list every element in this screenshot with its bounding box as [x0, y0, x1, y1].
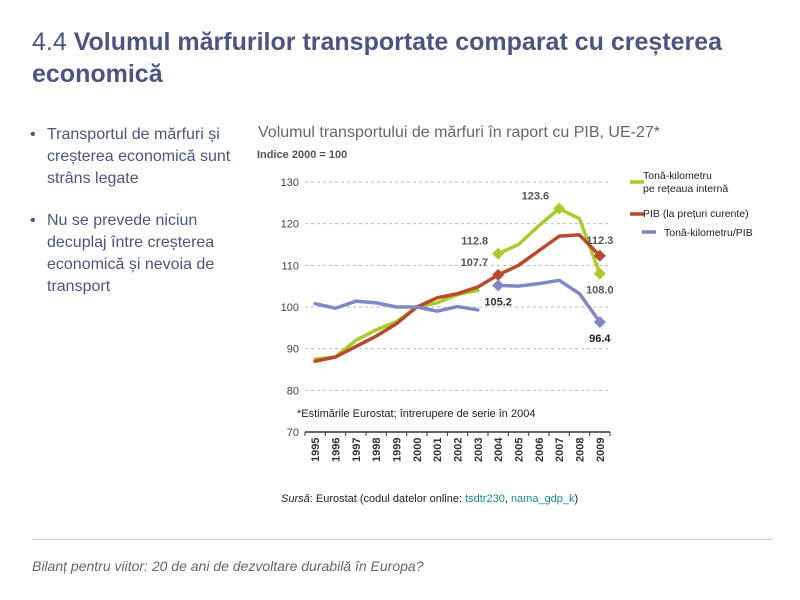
bullet-list: Transportul de mărfuri și creșterea econ…: [30, 124, 260, 318]
bullet-item: Nu se prevede niciun decuplaj între creș…: [30, 210, 260, 298]
data-point-marker: [553, 202, 566, 215]
slide-number: 4.4: [32, 28, 67, 56]
series-line: [313, 299, 480, 313]
legend-label: Tonă-kilometru/PIB: [664, 227, 753, 239]
y-tick-label: 90: [287, 344, 299, 356]
slide-title-text: Volumul mărfurilor transportate comparat…: [32, 28, 723, 88]
x-tick-label: 1995: [310, 438, 322, 462]
y-tick-label: 110: [281, 260, 299, 272]
source-text: : Eurostat (codul datelor online:: [309, 493, 466, 505]
x-tick-label: 2006: [534, 438, 546, 462]
y-tick-label: 70: [287, 427, 299, 439]
data-point-marker: [492, 247, 505, 260]
bullet-item: Transportul de mărfuri și creșterea econ…: [30, 124, 260, 190]
data-label: 107.7: [461, 257, 489, 269]
x-tick-label: 2009: [595, 438, 607, 462]
series-line: [313, 233, 602, 363]
data-point-marker: [593, 267, 606, 280]
chart-title: Volumul transportului de mărfuri în rapo…: [258, 124, 660, 141]
legend-label: pe rețeaua internă: [643, 183, 728, 195]
x-tick-label: 1999: [392, 438, 404, 462]
x-tick-label: 1997: [351, 438, 363, 462]
data-label: 112.3: [586, 235, 613, 247]
x-tick-label: 1996: [331, 438, 343, 462]
x-tick-label: 2008: [575, 438, 587, 462]
x-tick-label: 2003: [473, 438, 485, 462]
x-tick-label: 2007: [554, 438, 566, 462]
y-tick-label: 130: [281, 177, 299, 189]
data-label: 123.6: [522, 191, 550, 203]
legend-label: PIB (la prețuri curente): [643, 208, 749, 220]
x-tick-label: 1998: [371, 438, 383, 462]
data-label: 112.8: [461, 236, 488, 248]
source-label: Sursă: [281, 493, 310, 505]
data-point-marker: [593, 249, 606, 262]
x-tick-label: 2002: [453, 438, 465, 462]
source-separator: ,: [504, 493, 511, 505]
source-link-tsdtr230[interactable]: tsdtr230: [465, 493, 505, 505]
data-label: 108.0: [586, 285, 614, 297]
source-close: ): [574, 493, 579, 505]
data-label: 105.2: [484, 296, 512, 308]
legend-label: Tonă-kilometru: [643, 170, 712, 182]
data-label: 96.4: [589, 333, 611, 345]
series-line: [496, 278, 602, 324]
source-note: Sursă: Eurostat (codul datelor online: t…: [281, 493, 578, 505]
series-line: [496, 206, 602, 276]
data-point-marker: [492, 268, 505, 281]
x-tick-label: 2005: [514, 438, 526, 462]
footer-divider: [32, 539, 773, 540]
y-tick-label: 80: [287, 385, 299, 397]
data-point-marker: [492, 279, 505, 292]
source-link-nama-gdp-k[interactable]: nama_gdp_k: [510, 493, 575, 505]
data-point-marker: [593, 316, 606, 328]
y-tick-label: 100: [281, 302, 299, 314]
x-tick-label: 2001: [432, 438, 444, 462]
y-axis-label: Indice 2000 = 100: [257, 149, 348, 161]
x-tick-label: 2004: [493, 437, 505, 462]
x-tick-label: 2000: [412, 438, 424, 462]
footer-text: Bilanț pentru viitor: 20 de ani de dezvo…: [32, 558, 424, 574]
chart-annotation: *Estimările Eurostat; întrerupere de ser…: [297, 408, 535, 420]
y-tick-label: 120: [281, 219, 299, 231]
slide-title: 4.4 Volumul mărfurilor transportate comp…: [32, 26, 782, 90]
